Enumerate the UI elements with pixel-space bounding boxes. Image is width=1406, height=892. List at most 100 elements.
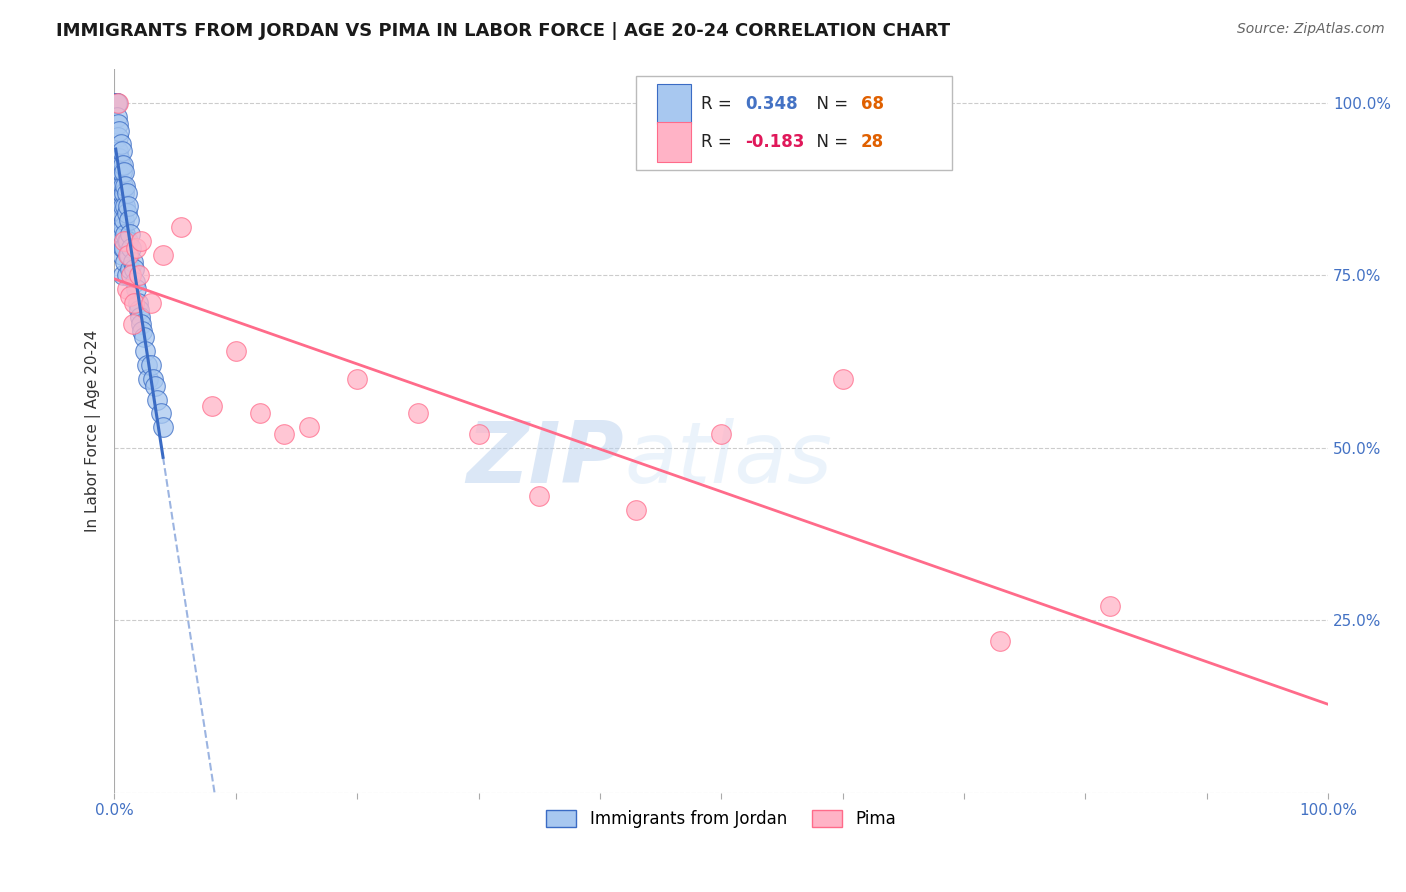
Point xyxy=(831,372,853,386)
Point xyxy=(111,165,134,179)
Point xyxy=(129,234,152,248)
Point xyxy=(131,324,153,338)
Point xyxy=(529,489,551,503)
Point xyxy=(112,186,135,200)
Text: atlas: atlas xyxy=(624,418,832,501)
Point xyxy=(139,358,162,372)
Point xyxy=(710,427,733,442)
Point xyxy=(111,145,134,159)
Point xyxy=(110,178,132,193)
Point xyxy=(225,344,247,359)
Point xyxy=(1098,599,1121,614)
Text: 0.348: 0.348 xyxy=(745,95,799,112)
Text: 68: 68 xyxy=(860,95,884,112)
Point xyxy=(121,317,143,331)
Point xyxy=(129,317,152,331)
Point xyxy=(114,227,136,241)
Point xyxy=(111,158,134,172)
Point xyxy=(120,289,142,303)
Point xyxy=(108,178,131,193)
Point xyxy=(122,296,145,310)
Point xyxy=(467,427,489,442)
Point xyxy=(122,261,145,276)
Point xyxy=(138,372,160,386)
Bar xyxy=(657,122,690,161)
Point xyxy=(114,254,136,268)
Point xyxy=(115,186,138,200)
Point xyxy=(120,227,142,241)
Point xyxy=(114,178,136,193)
Text: R =: R = xyxy=(700,95,737,112)
Point xyxy=(136,358,159,372)
Point xyxy=(107,165,129,179)
Point xyxy=(121,268,143,283)
Point xyxy=(125,241,148,255)
Point xyxy=(117,199,139,213)
Text: R =: R = xyxy=(700,133,737,151)
Text: N =: N = xyxy=(806,95,853,112)
Point xyxy=(107,117,129,131)
Point xyxy=(117,234,139,248)
Point xyxy=(107,145,129,159)
Point xyxy=(104,95,127,110)
Point xyxy=(273,427,295,442)
Point xyxy=(121,241,143,255)
Point xyxy=(346,372,368,386)
Point xyxy=(142,372,165,386)
Point xyxy=(121,254,143,268)
Text: IMMIGRANTS FROM JORDAN VS PIMA IN LABOR FORCE | AGE 20-24 CORRELATION CHART: IMMIGRANTS FROM JORDAN VS PIMA IN LABOR … xyxy=(56,22,950,40)
Point xyxy=(111,186,134,200)
Point xyxy=(117,248,139,262)
Point xyxy=(115,206,138,220)
Point xyxy=(111,227,134,241)
Point xyxy=(129,310,152,324)
Point xyxy=(127,296,149,310)
Text: 28: 28 xyxy=(860,133,884,151)
Point xyxy=(132,330,155,344)
Point xyxy=(115,234,138,248)
Point xyxy=(124,275,146,289)
Point xyxy=(118,248,141,262)
Point xyxy=(111,178,134,193)
Point xyxy=(200,400,222,414)
Text: ZIP: ZIP xyxy=(467,418,624,501)
Point xyxy=(152,420,174,434)
Point xyxy=(112,213,135,227)
Point xyxy=(110,199,132,213)
Point xyxy=(152,248,174,262)
Y-axis label: In Labor Force | Age 20-24: In Labor Force | Age 20-24 xyxy=(86,329,101,532)
Point xyxy=(146,392,169,407)
Point xyxy=(111,248,134,262)
Point xyxy=(626,503,648,517)
Point xyxy=(108,151,131,165)
Point xyxy=(110,220,132,235)
Point xyxy=(105,95,128,110)
Point xyxy=(249,406,271,420)
Point xyxy=(108,193,131,207)
Point xyxy=(128,302,150,317)
Point xyxy=(110,137,132,152)
Point xyxy=(111,199,134,213)
Point xyxy=(105,110,128,124)
Text: -0.183: -0.183 xyxy=(745,133,806,151)
Point xyxy=(170,220,193,235)
FancyBboxPatch shape xyxy=(637,76,952,169)
Point xyxy=(111,206,134,220)
Point xyxy=(107,95,129,110)
Point xyxy=(111,241,134,255)
Point xyxy=(115,268,138,283)
Point xyxy=(108,123,131,137)
Point xyxy=(107,130,129,145)
Bar xyxy=(657,84,690,124)
Legend: Immigrants from Jordan, Pima: Immigrants from Jordan, Pima xyxy=(540,804,903,835)
Point xyxy=(134,344,156,359)
Point xyxy=(139,296,162,310)
Point xyxy=(125,282,148,296)
Point xyxy=(112,165,135,179)
Point xyxy=(120,261,142,276)
Point xyxy=(298,420,321,434)
Point xyxy=(105,95,128,110)
Point xyxy=(110,158,132,172)
Point xyxy=(112,241,135,255)
Point xyxy=(104,95,127,110)
